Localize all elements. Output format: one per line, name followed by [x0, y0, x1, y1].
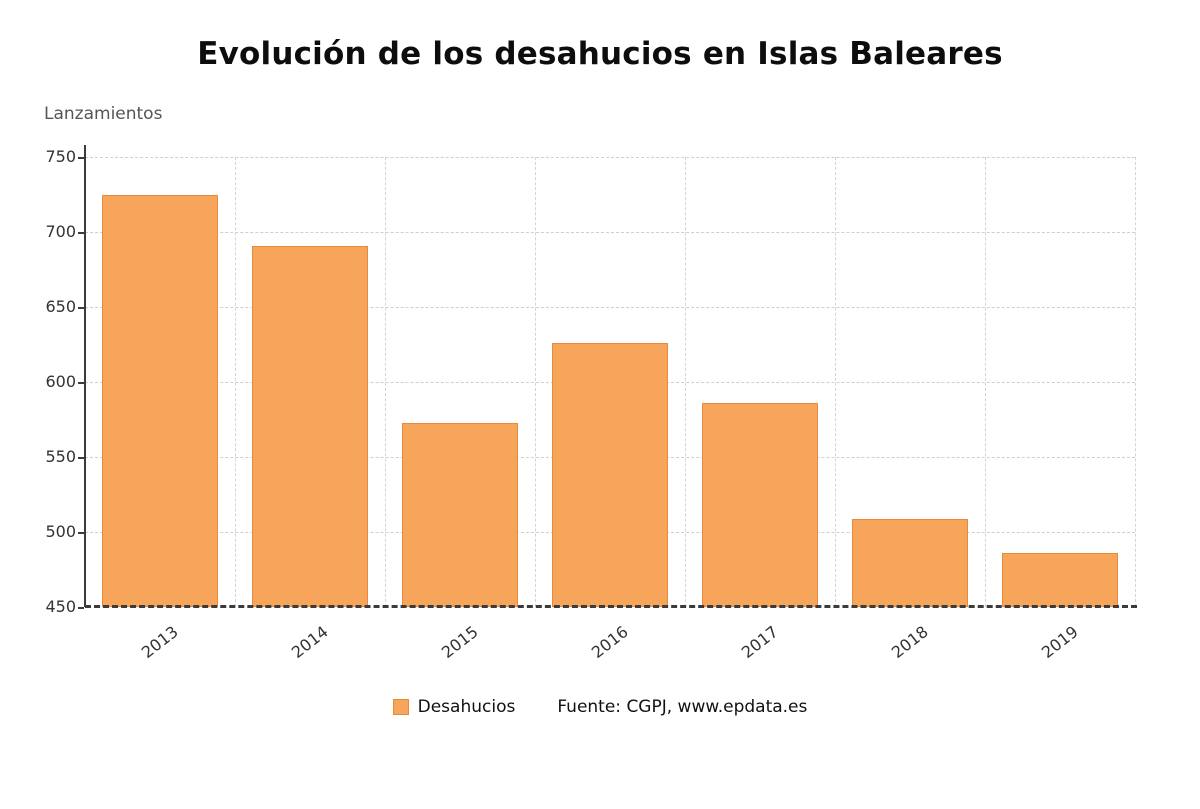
- y-tick-mark-750: [78, 157, 84, 159]
- gridline-v-2: [385, 157, 386, 607]
- bar-2017: [702, 403, 818, 607]
- bar-2014: [252, 245, 368, 607]
- source-label: Fuente: CGPJ, www.epdata.es: [557, 697, 808, 717]
- y-tick-label-450: 450: [45, 597, 76, 616]
- x-tick-label-2017: 2017: [737, 622, 782, 663]
- legend: Desahucios Fuente: CGPJ, www.epdata.es: [0, 697, 1200, 717]
- y-tick-mark-650: [78, 307, 84, 309]
- legend-series-label: Desahucios: [417, 697, 516, 717]
- y-tick-label-750: 750: [45, 147, 76, 166]
- x-axis-line: [85, 605, 1137, 608]
- gridline-h-650: [85, 307, 1135, 308]
- bar-2019: [1002, 553, 1118, 607]
- x-tick-label-2018: 2018: [887, 622, 932, 663]
- y-tick-label-700: 700: [45, 222, 76, 241]
- gridline-v-4: [685, 157, 686, 607]
- x-tick-label-2014: 2014: [287, 622, 332, 663]
- y-tick-mark-600: [78, 382, 84, 384]
- bar-2018: [852, 518, 968, 607]
- x-tick-label-2019: 2019: [1037, 622, 1082, 663]
- y-tick-mark-500: [78, 532, 84, 534]
- bar-2015: [402, 422, 518, 607]
- y-axis-label: Lanzamientos: [44, 104, 163, 124]
- plot-area: [85, 157, 1136, 607]
- chart-title: Evolución de los desahucios en Islas Bal…: [197, 36, 1003, 72]
- gridline-v-1: [235, 157, 236, 607]
- y-tick-label-600: 600: [45, 372, 76, 391]
- y-tick-mark-700: [78, 232, 84, 234]
- y-tick-label-500: 500: [45, 522, 76, 541]
- gridline-h-700: [85, 232, 1135, 233]
- gridline-h-750: [85, 157, 1135, 158]
- legend-item-desahucios: Desahucios: [392, 697, 516, 717]
- x-tick-label-2015: 2015: [437, 622, 482, 663]
- bar-2013: [102, 194, 218, 607]
- bar-2016: [552, 343, 668, 607]
- x-tick-label-2016: 2016: [587, 622, 632, 663]
- y-tick-label-650: 650: [45, 297, 76, 316]
- legend-swatch-icon: [392, 699, 409, 715]
- gridline-v-7: [1135, 157, 1136, 607]
- gridline-v-5: [835, 157, 836, 607]
- y-axis-line: [84, 145, 86, 607]
- gridline-v-3: [535, 157, 536, 607]
- y-tick-label-550: 550: [45, 447, 76, 466]
- gridline-v-6: [985, 157, 986, 607]
- y-tick-mark-450: [78, 607, 84, 609]
- x-tick-label-2013: 2013: [137, 622, 182, 663]
- y-tick-mark-550: [78, 457, 84, 459]
